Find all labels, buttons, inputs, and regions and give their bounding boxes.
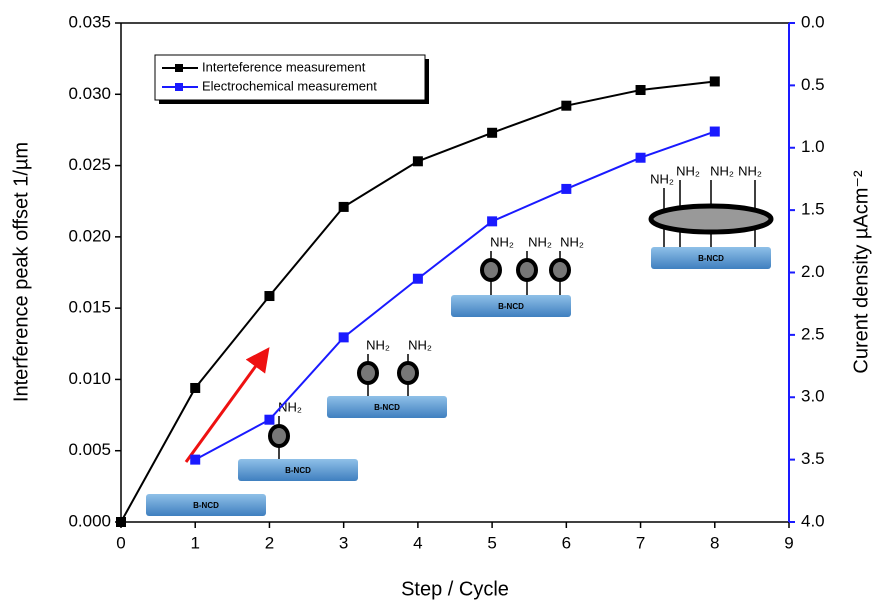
x-tick-label: 8 [710, 533, 719, 552]
arrow [184, 347, 270, 463]
marker [709, 126, 720, 137]
marker [709, 76, 720, 87]
ring [549, 258, 571, 282]
group-label: NH₂ [738, 163, 762, 178]
x-axis-title: Step / Cycle [401, 578, 509, 600]
group-label: NH₂ [490, 234, 514, 249]
big-ring [648, 203, 774, 235]
marker [116, 517, 126, 527]
substrate-label: B-NCD [193, 501, 219, 510]
ring [397, 361, 419, 385]
y-tick-label: 0.010 [68, 369, 111, 388]
ring [516, 258, 538, 282]
marker [487, 127, 498, 138]
y2-tick-label: 3.5 [801, 449, 825, 468]
substrate-label: B-NCD [698, 254, 724, 263]
y2-tick-label: 2.5 [801, 324, 825, 343]
ring [480, 258, 502, 282]
substrate [327, 396, 447, 418]
y2-tick-label: 0.0 [801, 12, 825, 31]
marker [412, 156, 423, 167]
marker [635, 152, 646, 163]
y2-tick-label: 3.0 [801, 387, 825, 406]
legend-marker [175, 64, 183, 72]
y-axis-title: Interference peak offset 1/µm [10, 142, 32, 402]
marker [561, 183, 572, 194]
y-tick-label: 0.020 [68, 226, 111, 245]
group-label: NH₂ [710, 163, 734, 178]
marker [264, 414, 275, 425]
group-label: NH₂ [528, 234, 552, 249]
x-tick-label: 1 [190, 533, 199, 552]
group-label: NH₂ [560, 234, 584, 249]
group-label: NH₂ [366, 337, 390, 352]
x-tick-label: 3 [339, 533, 348, 552]
group-label: NH₂ [650, 171, 674, 186]
x-tick-label: 4 [413, 533, 422, 552]
y2-tick-label: 4.0 [801, 511, 825, 530]
series-line [194, 130, 716, 461]
marker [487, 216, 498, 227]
group-label: NH₂ [676, 163, 700, 178]
marker [264, 291, 275, 302]
x-tick-label: 5 [487, 533, 496, 552]
substrate-label: B-NCD [498, 302, 524, 311]
substrate [451, 295, 571, 317]
legend-label: Electrochemical measurement [202, 78, 377, 93]
x-tick-label: 9 [784, 533, 793, 552]
marker [190, 454, 201, 465]
y-tick-label: 0.015 [68, 298, 111, 317]
marker [338, 201, 349, 212]
y-tick-label: 0.035 [68, 12, 111, 31]
ring [357, 361, 379, 385]
legend [154, 54, 426, 101]
x-tick-label: 0 [116, 533, 125, 552]
y2-tick-label: 1.0 [801, 137, 825, 156]
legend-label: Interteference measurement [202, 59, 366, 74]
group-label: NH₂ [408, 337, 432, 352]
marker [190, 382, 201, 393]
y2-tick-label: 2.0 [801, 262, 825, 281]
substrate [651, 247, 771, 269]
marker [635, 85, 646, 96]
marker [561, 100, 572, 111]
x-tick-label: 6 [562, 533, 571, 552]
substrate [146, 494, 266, 516]
ring [268, 424, 290, 448]
x-tick-label: 2 [265, 533, 274, 552]
y2-tick-label: 1.5 [801, 200, 825, 219]
marker [412, 273, 423, 284]
series-line [120, 80, 715, 523]
y-tick-label: 0.030 [68, 84, 111, 103]
substrate-label: B-NCD [285, 466, 311, 475]
y2-tick-label: 0.5 [801, 75, 825, 94]
y-tick-label: 0.005 [68, 440, 111, 459]
legend-marker [175, 83, 183, 91]
substrate-label: B-NCD [374, 403, 400, 412]
y-tick-label: 0.025 [68, 155, 111, 174]
marker [338, 332, 349, 343]
x-tick-label: 7 [636, 533, 645, 552]
substrate [238, 459, 358, 481]
y2-axis-title: Curent density µAcm⁻² [850, 170, 872, 374]
y-tick-label: 0.000 [68, 511, 111, 530]
